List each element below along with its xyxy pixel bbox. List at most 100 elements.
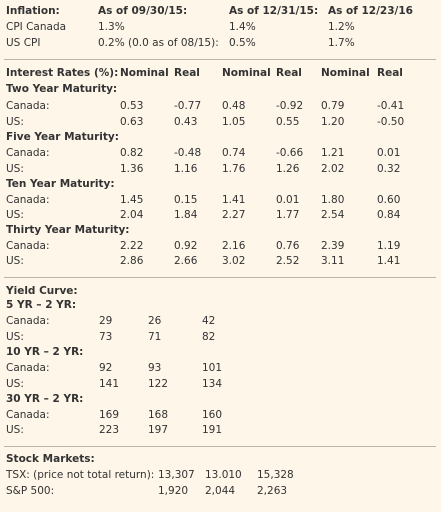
- cell: 0.53: [120, 100, 144, 112]
- cell: 1.80: [321, 194, 345, 206]
- cell: 2.22: [120, 240, 144, 252]
- cell: 1.77: [276, 209, 300, 221]
- cell: 13,307: [158, 469, 195, 481]
- cell: 197: [148, 424, 169, 436]
- cell: -0.50: [377, 116, 405, 128]
- cell: -0.92: [276, 100, 304, 112]
- table-row: S&P 500: 1,920 2,044 2,263: [0, 484, 441, 499]
- cell: 0.60: [377, 194, 401, 206]
- cell: 2.27: [222, 209, 246, 221]
- table-row: US: 0.63 0.43 1.05 0.55 1.20 -0.50: [0, 115, 441, 130]
- cell: 0.43: [174, 116, 198, 128]
- cell: 2.04: [120, 209, 144, 221]
- cell: 3.11: [321, 255, 345, 267]
- table-row: US: 73 71 82: [0, 330, 441, 345]
- table-row: US: 2.86 2.66 3.02 2.52 3.11 1.41: [0, 254, 441, 269]
- yield-title: Yield Curve:: [6, 285, 78, 297]
- cell: 2.02: [321, 163, 345, 175]
- table-row: Canada: 92 93 101: [0, 361, 441, 376]
- cell: 1.21: [321, 147, 345, 159]
- cell: 1.41: [222, 194, 246, 206]
- cell: 191: [202, 424, 223, 436]
- cell: 92: [99, 362, 113, 374]
- stocks-title: Stock Markets:: [6, 453, 95, 465]
- cell: 168: [148, 409, 169, 421]
- cell: 0.82: [120, 147, 144, 159]
- cell: 1.7%: [328, 37, 355, 49]
- row-label: Canada:: [6, 240, 50, 252]
- section-divider: [4, 59, 436, 60]
- yield-title-row: Yield Curve:: [0, 284, 441, 299]
- row-label: S&P 500:: [6, 485, 55, 497]
- stocks-title-row: Stock Markets:: [0, 452, 441, 467]
- row-label: Canada:: [6, 194, 50, 206]
- cell: 2.66: [174, 255, 198, 267]
- cell: 0.15: [174, 194, 198, 206]
- cell: 71: [148, 331, 162, 343]
- cell: 2.86: [120, 255, 144, 267]
- cell: 2.54: [321, 209, 345, 221]
- column-header: Real: [276, 67, 302, 79]
- cell: 1.36: [120, 163, 144, 175]
- group-title: Two Year Maturity:: [6, 83, 118, 95]
- table-row: Canada: 0.82 -0.48 0.74 -0.66 1.21 0.01: [0, 146, 441, 161]
- inflation-row-us-cpi: US CPI 0.2% (0.0 as of 08/15): 0.5% 1.7%: [0, 36, 441, 51]
- cell: 0.01: [276, 194, 300, 206]
- table-row: Canada: 169 168 160: [0, 408, 441, 423]
- row-label: US:: [6, 163, 24, 175]
- cell: 0.48: [222, 100, 246, 112]
- interest-title: Interest Rates (%):: [6, 67, 119, 79]
- cell: 3.02: [222, 255, 246, 267]
- cell: 122: [148, 378, 169, 390]
- section-divider: [4, 446, 436, 447]
- cell: 0.76: [276, 240, 300, 252]
- row-label: Canada:: [6, 409, 50, 421]
- table-row: Canada: 2.22 0.92 2.16 0.76 2.39 1.19: [0, 239, 441, 254]
- group-title: 10 YR – 2 YR:: [6, 346, 84, 358]
- row-label: TSX: (price not total return):: [6, 469, 155, 481]
- cell: 0.74: [222, 147, 246, 159]
- group-title: Five Year Maturity:: [6, 131, 119, 143]
- cell: -0.77: [174, 100, 202, 112]
- cell: -0.41: [377, 100, 405, 112]
- cell: 1.2%: [328, 21, 355, 33]
- cell: 134: [202, 378, 223, 390]
- maturity-heading: Thirty Year Maturity:: [0, 223, 441, 238]
- inflation-header-row: Inflation: As of 09/30/15: As of 12/31/1…: [0, 4, 441, 19]
- cell: 0.55: [276, 116, 300, 128]
- cell: 2,044: [205, 485, 236, 497]
- cell: 160: [202, 409, 223, 421]
- table-row: Canada: 29 26 42: [0, 314, 441, 329]
- cell: 1.76: [222, 163, 246, 175]
- row-label: US:: [6, 331, 24, 343]
- table-row: TSX: (price not total return): 13,307 13…: [0, 468, 441, 483]
- cell: 0.5%: [229, 37, 256, 49]
- cell: 1.26: [276, 163, 300, 175]
- cell: 101: [202, 362, 223, 374]
- cell: 1.05: [222, 116, 246, 128]
- cell: 141: [99, 378, 120, 390]
- cell: 1.45: [120, 194, 144, 206]
- cell: 0.32: [377, 163, 401, 175]
- interest-header-row: Interest Rates (%): Nominal Real Nominal…: [0, 66, 441, 81]
- row-label: Canada:: [6, 362, 50, 374]
- cell: 29: [99, 315, 113, 327]
- cell: 1.4%: [229, 21, 256, 33]
- inflation-row-cpi-canada: CPI Canada 1.3% 1.4% 1.2%: [0, 20, 441, 35]
- row-label: US:: [6, 116, 24, 128]
- column-header: Real: [377, 67, 403, 79]
- group-title: 5 YR – 2 YR:: [6, 299, 77, 311]
- cell: 1,920: [158, 485, 189, 497]
- row-label: US:: [6, 424, 24, 436]
- row-label: US:: [6, 209, 24, 221]
- group-title: Ten Year Maturity:: [6, 178, 115, 190]
- table-row: Canada: 0.53 -0.77 0.48 -0.92 0.79 -0.41: [0, 99, 441, 114]
- cell: 169: [99, 409, 120, 421]
- column-header: Real: [174, 67, 200, 79]
- spread-heading: 5 YR – 2 YR:: [0, 298, 441, 313]
- spread-heading: 30 YR – 2 YR:: [0, 392, 441, 407]
- table-row: Canada: 1.45 0.15 1.41 0.01 1.80 0.60: [0, 193, 441, 208]
- cell: 0.79: [321, 100, 345, 112]
- cell: 0.63: [120, 116, 144, 128]
- cell: 0.92: [174, 240, 198, 252]
